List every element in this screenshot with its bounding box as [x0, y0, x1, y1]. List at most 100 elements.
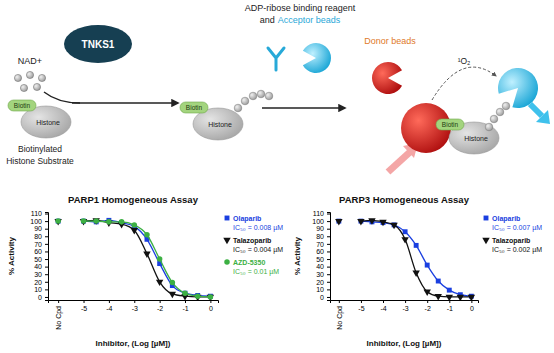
- y-tick: 110: [31, 210, 48, 217]
- y-tick-mark: [45, 267, 48, 268]
- y-tick: 20: [316, 279, 330, 286]
- legend-label: Talazoparib: [233, 237, 271, 245]
- y-tick: 70: [34, 241, 48, 248]
- legend-annotation: IC₅₀ = 0.007 µM: [492, 224, 542, 232]
- diagram-label: Biotin: [442, 121, 459, 128]
- y-tick: 10: [34, 286, 48, 293]
- y-tick-mark: [45, 236, 48, 237]
- y-tick-mark: [327, 274, 330, 275]
- x-tick: -2: [157, 300, 163, 312]
- legend-marker: [225, 216, 230, 221]
- adp-ribose: [496, 108, 504, 116]
- y-tick: 110: [313, 210, 330, 217]
- legend-label: AZD-5350: [233, 259, 265, 266]
- y-tick-label: 10: [34, 286, 42, 293]
- control-point: [335, 219, 342, 225]
- arrow: [72, 102, 178, 103]
- y-tick-label: 0: [320, 294, 324, 301]
- x-tick: 0: [470, 300, 474, 312]
- nad-dot: [33, 83, 40, 90]
- diagram-label: Histone: [36, 119, 60, 126]
- data-point: [81, 219, 86, 224]
- diagram-label: Donor beads: [364, 36, 416, 46]
- x-tick-mark: [405, 300, 406, 303]
- legend-marker: [482, 238, 489, 244]
- data-point: [457, 295, 464, 300]
- reagent: [268, 48, 284, 70]
- y-tick: 80: [316, 233, 330, 240]
- data-point: [156, 280, 163, 286]
- data-point: [183, 291, 188, 296]
- y-tick-label: 110: [313, 210, 324, 217]
- data-point: [447, 288, 452, 293]
- donor-bead: [372, 62, 402, 94]
- control-point: [56, 219, 61, 224]
- y-tick-label: 60: [316, 248, 324, 255]
- adp-ribose: [502, 102, 510, 110]
- x-tick-label: 0: [209, 305, 213, 312]
- nad-dot: [20, 84, 27, 91]
- y-tick: 80: [34, 233, 48, 240]
- y-tick-mark: [45, 229, 48, 230]
- y-tick-mark: [327, 259, 330, 260]
- data-point: [131, 228, 138, 234]
- x-tick-mark: [427, 300, 428, 303]
- y-tick: 70: [316, 241, 330, 248]
- series-line: [84, 221, 211, 297]
- assay-diagram: NAD+TNKS1HistoneBiotinBiotinylatedHiston…: [6, 3, 550, 172]
- x-tick-mark: [109, 300, 110, 303]
- y-tick: 30: [316, 271, 330, 278]
- plot-area: [54, 218, 214, 300]
- x-tick: -5: [358, 300, 364, 312]
- y-tick-mark: [327, 289, 330, 290]
- x-tick-label: -4: [380, 305, 386, 312]
- y-axis: 0102030405060708090100110: [30, 210, 48, 300]
- x-tick-mark: [361, 300, 362, 303]
- data-point: [144, 232, 150, 238]
- y-tick-mark: [45, 289, 48, 290]
- x-tick-mark: [383, 300, 384, 303]
- diagram-label: ADP-ribose binding reagent: [245, 3, 356, 13]
- y-tick: 0: [320, 294, 330, 301]
- y-tick-mark: [45, 221, 48, 222]
- series-line: [361, 221, 471, 296]
- diagram-label: ¹O₂: [458, 56, 471, 66]
- y-tick: 40: [34, 263, 48, 270]
- y-tick-mark: [327, 282, 330, 283]
- data-point: [357, 219, 364, 225]
- data-point: [368, 218, 375, 224]
- x-tick: -2: [425, 300, 431, 312]
- legend-label: Talazoparib: [492, 237, 530, 245]
- legend-label: Olaparib: [233, 215, 261, 223]
- y-tick: 60: [316, 248, 330, 255]
- x-tick: -3: [132, 300, 138, 312]
- y-tick-label: 80: [316, 233, 324, 240]
- data-point: [170, 280, 176, 286]
- legend-annotation: IC₅₀ = 0.002 µM: [492, 246, 542, 254]
- legend-label: Olaparib: [492, 215, 520, 223]
- y-tick: 100: [30, 218, 48, 225]
- y-tick-label: 0: [38, 294, 42, 301]
- data-point: [80, 219, 87, 225]
- y-tick: 100: [312, 218, 330, 225]
- data-point: [423, 290, 430, 296]
- biotin-tag: [436, 119, 464, 130]
- y-tick: 10: [316, 286, 330, 293]
- y-tick-label: 20: [316, 279, 324, 286]
- legend-annotation: IC₅₀ = 0.008 µM: [233, 224, 283, 232]
- y-tick-label: 50: [34, 256, 42, 263]
- y-axis-title: % Activity: [7, 236, 16, 274]
- y-tick-mark: [327, 251, 330, 252]
- y-tick-mark: [45, 214, 48, 215]
- x-tick-mark: [84, 300, 85, 303]
- adp-ribose: [241, 97, 249, 105]
- y-tick-mark: [327, 221, 330, 222]
- y-tick-mark: [45, 244, 48, 245]
- y-tick-label: 110: [31, 210, 42, 217]
- singlet-oxygen-path: [432, 67, 496, 100]
- y-axis-line: [327, 213, 331, 301]
- biotin-tag: [180, 102, 208, 113]
- x-tick: -1: [182, 300, 188, 312]
- legend-marker: [224, 259, 230, 265]
- y-tick-label: 100: [312, 218, 324, 225]
